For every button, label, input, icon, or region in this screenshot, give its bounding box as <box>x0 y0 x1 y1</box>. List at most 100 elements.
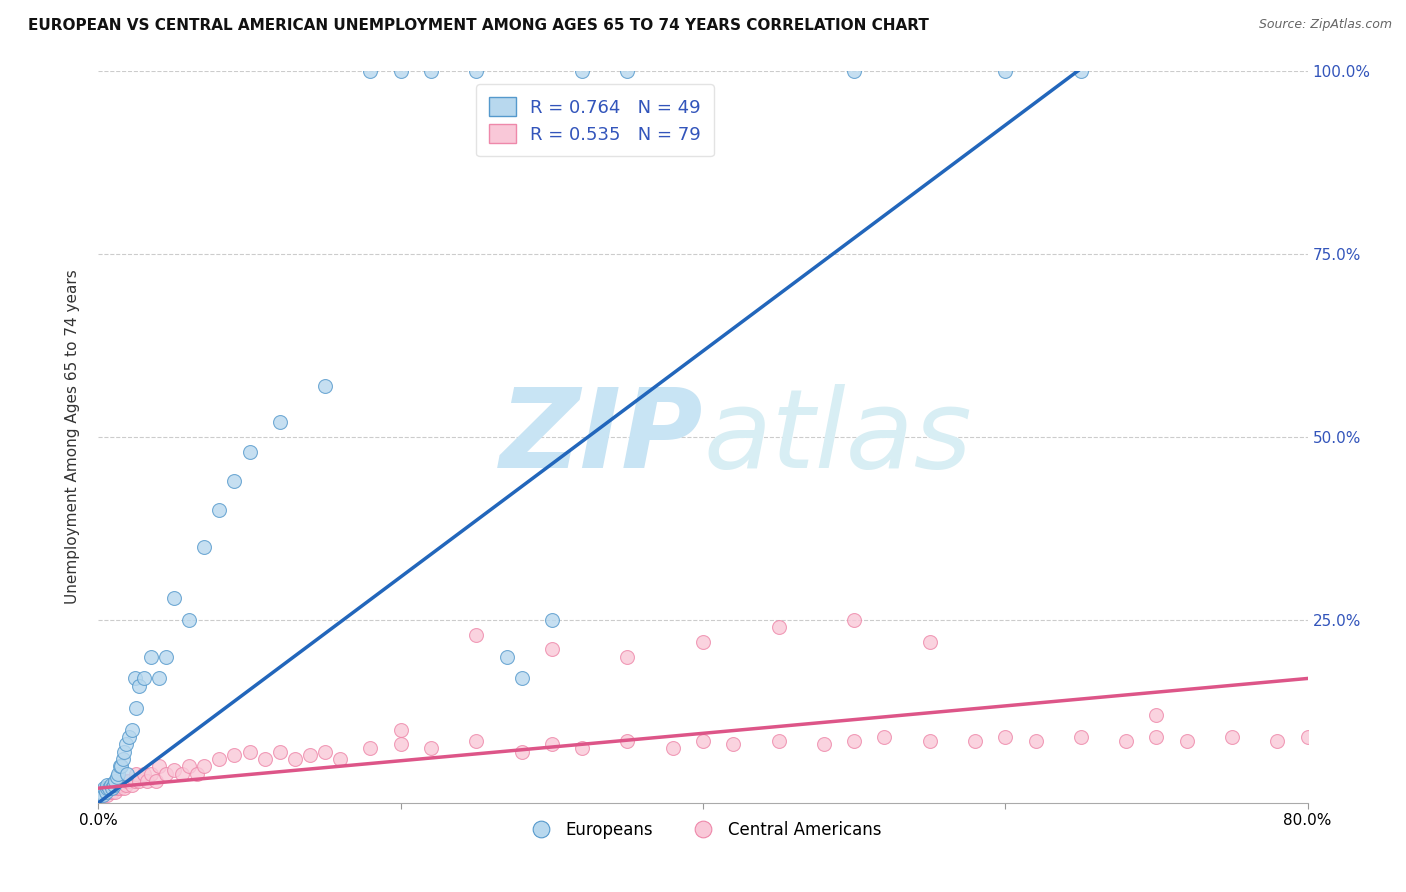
Point <box>104 785 127 799</box>
Point <box>179 759 201 773</box>
Point <box>118 730 141 744</box>
Point <box>103 778 125 792</box>
Point <box>1115 733 1137 747</box>
Point <box>96 789 118 803</box>
Point <box>813 737 835 751</box>
Point <box>571 64 593 78</box>
Point <box>135 773 157 788</box>
Point <box>110 778 132 792</box>
Text: EUROPEAN VS CENTRAL AMERICAN UNEMPLOYMENT AMONG AGES 65 TO 74 YEARS CORRELATION : EUROPEAN VS CENTRAL AMERICAN UNEMPLOYMEN… <box>28 18 929 33</box>
Point <box>93 781 115 796</box>
Point <box>111 773 134 788</box>
Point <box>107 778 129 792</box>
Point <box>495 649 517 664</box>
Point <box>124 773 146 788</box>
Point <box>269 745 291 759</box>
Point <box>360 64 382 78</box>
Point <box>148 672 170 686</box>
Point <box>965 733 987 747</box>
Point <box>124 672 146 686</box>
Point <box>100 781 122 796</box>
Point <box>108 759 131 773</box>
Point <box>768 733 790 747</box>
Point <box>155 649 177 664</box>
Point <box>1024 733 1046 747</box>
Point <box>208 752 231 766</box>
Point <box>163 763 186 777</box>
Point <box>1070 730 1092 744</box>
Point <box>465 627 488 641</box>
Point <box>89 789 111 803</box>
Point <box>1175 733 1198 747</box>
Point <box>90 785 112 799</box>
Point <box>141 649 163 664</box>
Point <box>100 778 122 792</box>
Point <box>193 540 215 554</box>
Point <box>329 752 352 766</box>
Point <box>121 778 143 792</box>
Point <box>128 773 150 788</box>
Point <box>661 740 683 755</box>
Point <box>616 733 638 747</box>
Point <box>91 789 114 803</box>
Point <box>994 730 1017 744</box>
Point <box>145 773 167 788</box>
Point <box>118 773 141 788</box>
Point <box>844 64 866 78</box>
Point <box>128 679 150 693</box>
Point <box>112 745 135 759</box>
Point <box>1070 64 1092 78</box>
Point <box>510 745 533 759</box>
Point <box>239 444 262 458</box>
Point <box>768 620 790 634</box>
Point <box>105 781 128 796</box>
Text: Source: ZipAtlas.com: Source: ZipAtlas.com <box>1258 18 1392 31</box>
Point <box>540 613 562 627</box>
Point <box>299 748 322 763</box>
Point <box>224 474 246 488</box>
Point <box>98 781 121 796</box>
Point <box>465 64 488 78</box>
Point <box>186 766 208 780</box>
Point <box>96 778 118 792</box>
Point <box>616 64 638 78</box>
Point <box>1220 730 1243 744</box>
Point <box>94 781 117 796</box>
Point <box>224 748 246 763</box>
Legend: Europeans, Central Americans: Europeans, Central Americans <box>517 814 889 846</box>
Point <box>132 672 155 686</box>
Point <box>91 789 114 803</box>
Point <box>125 766 148 780</box>
Point <box>918 635 941 649</box>
Point <box>1296 730 1319 744</box>
Point <box>193 759 215 773</box>
Point <box>170 766 193 780</box>
Point <box>540 642 562 657</box>
Point <box>111 752 134 766</box>
Point <box>114 737 136 751</box>
Point <box>89 789 111 803</box>
Point <box>692 733 714 747</box>
Point <box>994 64 1017 78</box>
Point <box>141 766 163 780</box>
Point <box>110 759 132 773</box>
Point <box>616 649 638 664</box>
Point <box>125 700 148 714</box>
Point <box>112 781 135 796</box>
Point <box>540 737 562 751</box>
Y-axis label: Unemployment Among Ages 65 to 74 years: Unemployment Among Ages 65 to 74 years <box>65 269 80 605</box>
Point <box>360 740 382 755</box>
Point <box>96 781 118 796</box>
Point <box>93 785 115 799</box>
Point <box>104 773 127 788</box>
Point <box>844 733 866 747</box>
Point <box>844 613 866 627</box>
Point <box>723 737 745 751</box>
Point <box>420 64 443 78</box>
Point <box>253 752 276 766</box>
Text: atlas: atlas <box>703 384 972 491</box>
Point <box>101 785 124 799</box>
Point <box>1267 733 1289 747</box>
Point <box>114 778 136 792</box>
Point <box>239 745 262 759</box>
